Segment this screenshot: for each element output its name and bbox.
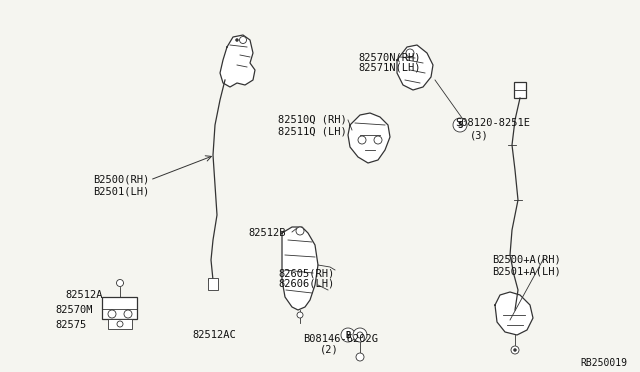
Circle shape [236, 38, 239, 42]
Bar [108, 319, 132, 329]
Text: 82570N(RH): 82570N(RH) [358, 52, 420, 62]
Text: S: S [458, 122, 463, 131]
Text: (3): (3) [470, 130, 489, 140]
Circle shape [116, 279, 124, 286]
Text: B08146-6202G: B08146-6202G [303, 334, 378, 344]
Text: 82606(LH): 82606(LH) [278, 279, 334, 289]
Polygon shape [220, 35, 255, 87]
Bar [514, 82, 526, 98]
Circle shape [513, 349, 516, 352]
Polygon shape [348, 113, 390, 163]
Text: RB250019: RB250019 [580, 358, 627, 368]
Text: (2): (2) [320, 345, 339, 355]
Text: B2500+A(RH): B2500+A(RH) [492, 255, 561, 265]
Circle shape [357, 332, 363, 338]
Text: 82511Q (LH): 82511Q (LH) [278, 126, 347, 136]
Polygon shape [397, 45, 433, 90]
Text: 82512AC: 82512AC [192, 330, 236, 340]
Circle shape [124, 310, 132, 318]
Text: 82605(RH): 82605(RH) [278, 268, 334, 278]
Bar [102, 297, 137, 319]
Text: S08120-8251E: S08120-8251E [455, 118, 530, 128]
Circle shape [511, 346, 519, 354]
Circle shape [353, 328, 367, 342]
Circle shape [406, 49, 414, 57]
Text: 82575: 82575 [55, 320, 86, 330]
Text: B2501(LH): B2501(LH) [93, 186, 149, 196]
Circle shape [296, 227, 304, 235]
Circle shape [297, 312, 303, 318]
Circle shape [356, 353, 364, 361]
Bar [208, 278, 218, 290]
Text: 82571N(LH): 82571N(LH) [358, 63, 420, 73]
Circle shape [341, 328, 355, 342]
Text: 82512B: 82512B [248, 228, 285, 238]
Circle shape [358, 136, 366, 144]
Circle shape [453, 118, 467, 132]
Text: B2501+A(LH): B2501+A(LH) [492, 266, 561, 276]
Text: B2500(RH): B2500(RH) [93, 175, 149, 185]
Text: 82570M: 82570M [55, 305, 93, 315]
Circle shape [374, 136, 382, 144]
Text: 82510Q (RH): 82510Q (RH) [278, 115, 347, 125]
Text: B: B [346, 331, 351, 340]
Polygon shape [495, 292, 533, 335]
Text: 82512A: 82512A [65, 290, 102, 300]
Circle shape [239, 36, 246, 44]
Polygon shape [282, 227, 318, 310]
Circle shape [117, 321, 123, 327]
Circle shape [108, 310, 116, 318]
